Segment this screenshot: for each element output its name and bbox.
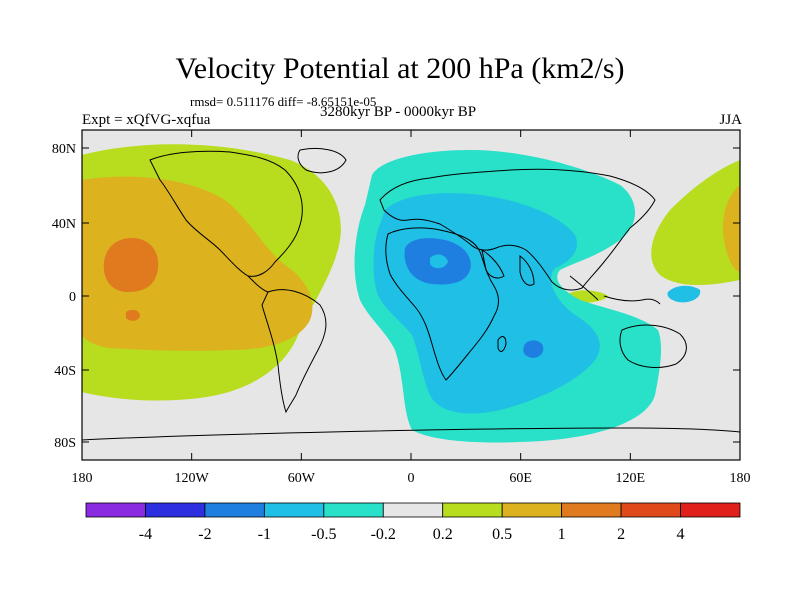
colorbar-box [501, 502, 563, 518]
lon-label: 120W [175, 471, 210, 486]
experiment-label: Expt = xQfVG-xqfua [82, 112, 211, 128]
coastline-central-america [247, 275, 269, 293]
negative-field-bay [430, 254, 448, 269]
coastline-south-america [261, 289, 327, 414]
colorbar-label: 2 [617, 526, 625, 543]
positive-field-high-small [126, 309, 140, 321]
lat-label: 0 [69, 290, 76, 305]
colorbar-label: -1 [258, 526, 271, 543]
colorbar-box [442, 502, 503, 518]
lon-label: 120E [616, 471, 646, 486]
colorbar-label: 0.5 [492, 526, 512, 543]
colorbar-box [145, 502, 206, 518]
coastlines [82, 147, 740, 441]
lat-label: 40N [52, 217, 76, 232]
colorbar-box [382, 502, 444, 518]
colorbar-label: -0.5 [311, 526, 336, 543]
lon-label: 180 [72, 471, 93, 486]
coastline-africa [385, 227, 499, 381]
colorbar-box [620, 502, 681, 518]
lon-label: 60E [509, 471, 532, 486]
coastline-arabia [481, 248, 505, 279]
colorbar: -4 -2 -1 -0.5 -0.2 0.2 0.5 1 2 4 [85, 502, 741, 543]
coastline-indonesia [603, 295, 661, 305]
longitude-axis: 180 120W 60W 0 60E 120E 180 [72, 130, 751, 486]
colorbar-label: 1 [558, 526, 566, 543]
season-label: JJA [719, 112, 742, 128]
positive-field-mid [82, 176, 313, 351]
positive-field-high [103, 238, 159, 292]
positive-field-east-mid [722, 185, 740, 272]
colorbar-box [323, 502, 384, 518]
map-plot-area [82, 130, 740, 460]
colorbar-label: 0.2 [433, 526, 453, 543]
map-title: Velocity Potential at 200 hPa (km2/s) [175, 52, 625, 85]
coastline-australia [619, 324, 687, 368]
colorbar-label: 4 [677, 526, 685, 543]
colorbar-box [561, 502, 622, 518]
colorbar-box [204, 502, 265, 518]
lat-label: 80S [54, 436, 76, 451]
colorbar-label: -4 [139, 526, 152, 543]
negative-field-high-south [523, 340, 544, 358]
colorbar-label: -2 [198, 526, 211, 543]
lon-label: 180 [730, 471, 751, 486]
coastline-north-america [149, 150, 303, 277]
colorbar-box [85, 502, 146, 518]
latitude-axis: 80N 40N 0 40S 80S [52, 142, 740, 451]
colorbar-box [680, 502, 741, 518]
stats-text: rmsd= 0.511176 diff= -8.65151e-05 [190, 94, 377, 109]
negative-field-pacific [667, 285, 701, 303]
lon-label: 60W [288, 471, 316, 486]
lat-label: 80N [52, 142, 76, 157]
coastline-india [519, 254, 535, 286]
coastline-greenland [297, 147, 347, 174]
lat-label: 40S [54, 364, 76, 379]
positive-field-east [651, 160, 740, 285]
period-text: 3280kyr BP - 0000kyr BP [320, 104, 477, 120]
coastline-antarctica [82, 427, 740, 441]
lon-label: 0 [408, 471, 415, 486]
colorbar-label: -0.2 [371, 526, 396, 543]
coastline-madagascar [497, 336, 507, 352]
coastline-southeast-asia [569, 275, 599, 301]
colorbar-box [263, 502, 325, 518]
